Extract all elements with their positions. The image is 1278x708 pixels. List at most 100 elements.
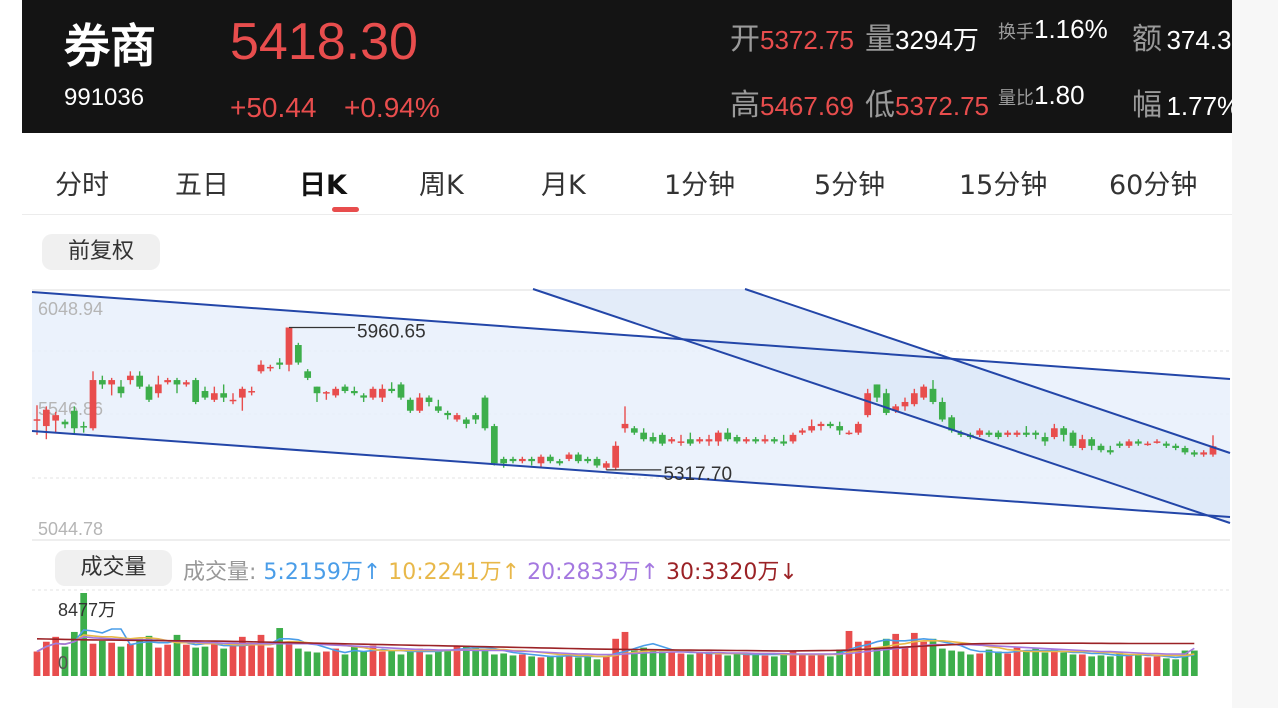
candle-body (1181, 447, 1189, 453)
candle-body (976, 430, 984, 435)
turnover-label: 换手 (998, 22, 1034, 43)
candle-body (350, 391, 358, 394)
candle-body (1097, 445, 1105, 451)
volume-bar (882, 638, 890, 676)
adjust-mode-button[interactable]: 前复权 (42, 234, 160, 270)
candle-body (98, 380, 106, 385)
volume-bar (322, 651, 330, 676)
candle-body (481, 397, 489, 429)
volume-bar (388, 650, 396, 676)
volume-bar (42, 641, 50, 676)
volume-bar (285, 641, 293, 676)
candle-body (164, 380, 172, 383)
volume-bar (1153, 656, 1161, 676)
candle-body (108, 380, 116, 385)
candle-body (938, 401, 946, 420)
volume-bar (117, 646, 125, 676)
stat-low: 低5372.75 (865, 80, 989, 124)
volume-bar (154, 647, 162, 676)
volume-bar (1116, 652, 1124, 676)
volume-bar (537, 657, 545, 676)
candle-body (285, 327, 293, 365)
candle-body (341, 386, 349, 392)
volume-bar (145, 635, 153, 676)
candle-body (406, 399, 414, 411)
volume-bar (1013, 647, 1021, 676)
volume-bar (826, 656, 834, 676)
volume-ma20-value: 20:2833万↑ (527, 560, 659, 585)
candle-body (565, 454, 573, 459)
candle-body (593, 458, 601, 466)
volume-bar (966, 654, 974, 676)
candle-body (229, 399, 237, 402)
candle-body (1172, 445, 1180, 448)
volume-bar (1144, 657, 1152, 676)
tab-weekly-k[interactable]: 周K (419, 170, 464, 201)
tab-60-minute[interactable]: 60分钟 (1109, 170, 1198, 201)
tab-15-minute[interactable]: 15分钟 (959, 170, 1048, 201)
candle-body (621, 423, 629, 429)
candle-body (686, 439, 694, 444)
candle-body (584, 458, 592, 462)
tab-intraday[interactable]: 分时 (55, 170, 109, 201)
volume-bar (360, 651, 368, 676)
volume-bar (668, 652, 676, 676)
tab-5-minute[interactable]: 5分钟 (814, 170, 886, 201)
volume-bar (1134, 655, 1142, 676)
volume-bar (593, 659, 601, 676)
stat-volume: 量3294万 (865, 14, 979, 58)
tab-five-day[interactable]: 五日 (175, 170, 229, 201)
price-change: +50.44 (230, 92, 317, 123)
candle-body (770, 439, 778, 442)
turnover-value: 1.16% (1034, 14, 1108, 44)
tab-monthly-k[interactable]: 月K (541, 170, 586, 201)
candle-body (948, 417, 956, 431)
candle-body (724, 432, 732, 440)
volume-bar (817, 654, 825, 676)
volume-bar (938, 648, 946, 676)
volume-bar (770, 656, 778, 676)
volume-bar (182, 644, 190, 676)
volume-bar (584, 656, 592, 676)
candle-body (490, 426, 498, 464)
candle-body (70, 410, 78, 429)
candle-body (1078, 439, 1086, 448)
volume-indicator-button[interactable]: 成交量 (55, 550, 172, 586)
volume-bar (500, 653, 508, 676)
volume-min-label: 0 (58, 653, 68, 673)
candle-body (910, 393, 918, 405)
volume-bar (1190, 650, 1198, 676)
candle-body (462, 419, 470, 424)
volume-bar (836, 649, 844, 676)
tab-1-minute[interactable]: 1分钟 (664, 170, 736, 201)
volume-bar (472, 646, 480, 676)
candle-body (1022, 432, 1030, 435)
volume-bar (453, 645, 461, 676)
volume-bar (126, 643, 134, 676)
volume-bar (901, 646, 909, 676)
volume-bar (33, 651, 41, 676)
candle-body (696, 439, 704, 442)
down-channel-lower-trendline (532, 288, 1231, 524)
stat-open: 开5372.75 (730, 14, 854, 58)
volume-bar (266, 647, 274, 676)
tab-daily-k[interactable]: 日K (299, 170, 347, 201)
candle-body (733, 437, 741, 442)
candle-body (173, 380, 181, 385)
volume-bar (1125, 654, 1133, 676)
candle-body (836, 426, 844, 431)
candle-body (892, 406, 900, 411)
candle-body (537, 456, 545, 464)
volume-bar (546, 656, 554, 676)
candle-body (649, 437, 657, 442)
price-channel-fill (32, 292, 1230, 517)
volume-bar (350, 646, 358, 676)
candle-body (1144, 443, 1152, 446)
candle-body (658, 434, 666, 444)
candle-body (369, 388, 377, 398)
volume-bar (332, 648, 340, 676)
volume-bar (705, 651, 713, 676)
candle-body (1013, 432, 1021, 435)
volume-bar (789, 651, 797, 676)
